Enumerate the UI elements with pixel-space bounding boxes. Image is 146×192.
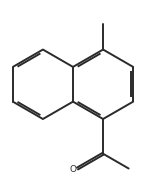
Text: O: O	[70, 165, 77, 174]
